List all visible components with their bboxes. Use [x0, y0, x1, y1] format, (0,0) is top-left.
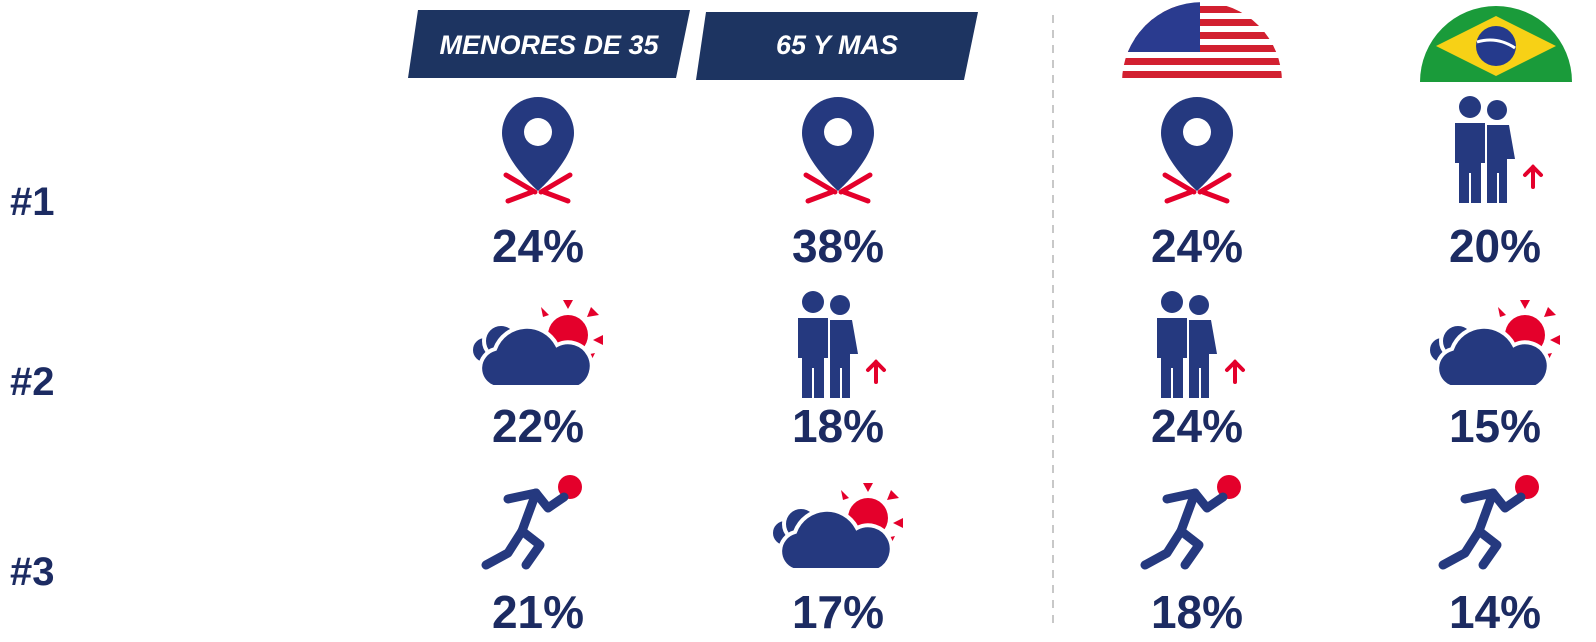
rank-label: #3 — [10, 550, 55, 594]
percentage: 18% — [792, 400, 884, 452]
header-banner — [408, 10, 690, 78]
icon — [486, 475, 582, 565]
percentage: 17% — [792, 586, 884, 638]
icon — [769, 481, 905, 572]
icon — [1443, 475, 1539, 565]
percentage: 18% — [1151, 586, 1243, 638]
percentage: 21% — [492, 586, 584, 638]
rank-label: #1 — [10, 180, 55, 224]
header-label: MENORES DE 35 — [439, 30, 659, 60]
icon — [796, 290, 886, 400]
header-label: 65 Y MAS — [776, 30, 898, 60]
percentage: 14% — [1449, 586, 1541, 638]
icon — [502, 97, 574, 201]
icon — [1145, 475, 1241, 565]
percentage: 24% — [1151, 220, 1243, 272]
rank-label: #2 — [10, 360, 55, 404]
header-banner — [696, 12, 978, 80]
percentage: 20% — [1449, 220, 1541, 272]
icon — [1453, 95, 1543, 205]
icon — [469, 298, 605, 389]
icon — [802, 97, 874, 201]
us-flag — [1122, 2, 1282, 82]
percentage: 38% — [792, 220, 884, 272]
percentage: 24% — [492, 220, 584, 272]
icon — [1161, 97, 1233, 201]
brazil-flag — [1420, 6, 1572, 82]
percentage: 24% — [1151, 400, 1243, 452]
percentage: 22% — [492, 400, 584, 452]
percentage: 15% — [1449, 400, 1541, 452]
icon — [1155, 290, 1245, 400]
icon — [1426, 298, 1562, 389]
